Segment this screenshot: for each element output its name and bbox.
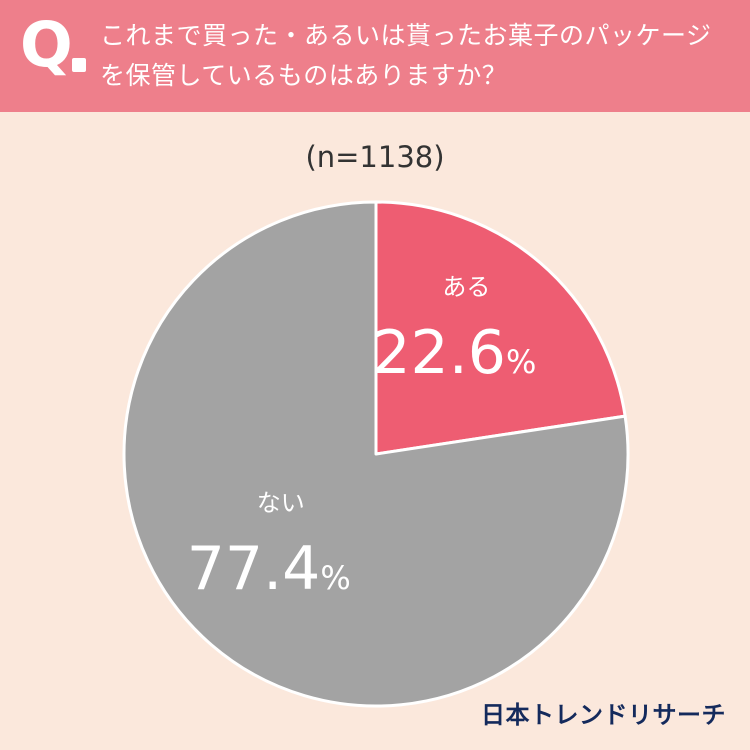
sample-size: (n=1138) xyxy=(305,140,445,174)
q-mark: Q xyxy=(20,8,73,81)
pie-slice-1 xyxy=(374,200,627,456)
slice-unit-label: % xyxy=(506,343,536,381)
question-header: Q これまで買った・あるいは貰ったお菓子のパッケージを保管しているものはあります… xyxy=(0,0,750,112)
question-text: これまで買った・あるいは貰ったお菓子のパッケージを保管しているものはありますか？ xyxy=(100,21,712,90)
brand-logo: 日本トレンドリサーチ xyxy=(481,701,726,729)
slice-unit-label: % xyxy=(320,559,350,597)
slice-category-label: ある xyxy=(442,273,490,301)
q-dot xyxy=(72,58,86,72)
slice-category-label: ない xyxy=(257,489,305,517)
pie-slice-2 xyxy=(122,200,630,708)
